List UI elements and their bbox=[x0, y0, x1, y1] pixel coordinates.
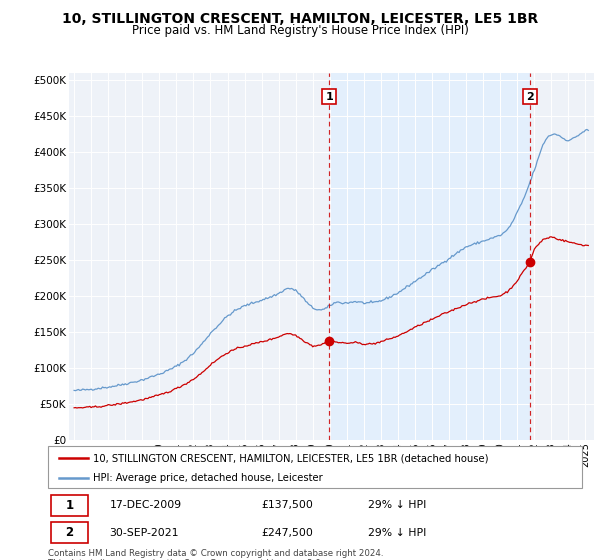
Text: 29% ↓ HPI: 29% ↓ HPI bbox=[368, 501, 427, 510]
Text: 10, STILLINGTON CRESCENT, HAMILTON, LEICESTER, LE5 1BR (detached house): 10, STILLINGTON CRESCENT, HAMILTON, LEIC… bbox=[94, 453, 489, 463]
Text: Price paid vs. HM Land Registry's House Price Index (HPI): Price paid vs. HM Land Registry's House … bbox=[131, 24, 469, 36]
Text: 17-DEC-2009: 17-DEC-2009 bbox=[109, 501, 182, 510]
Text: 29% ↓ HPI: 29% ↓ HPI bbox=[368, 528, 427, 538]
Text: 2: 2 bbox=[526, 92, 534, 102]
Text: 1: 1 bbox=[325, 92, 333, 102]
Text: 1: 1 bbox=[65, 499, 73, 512]
Bar bbox=[329, 73, 530, 440]
Text: £247,500: £247,500 bbox=[262, 528, 313, 538]
Text: HPI: Average price, detached house, Leicester: HPI: Average price, detached house, Leic… bbox=[94, 473, 323, 483]
Text: 30-SEP-2021: 30-SEP-2021 bbox=[109, 528, 179, 538]
Text: 2: 2 bbox=[65, 526, 73, 539]
FancyBboxPatch shape bbox=[50, 495, 88, 516]
Text: Contains HM Land Registry data © Crown copyright and database right 2024.
This d: Contains HM Land Registry data © Crown c… bbox=[48, 549, 383, 560]
Text: 10, STILLINGTON CRESCENT, HAMILTON, LEICESTER, LE5 1BR: 10, STILLINGTON CRESCENT, HAMILTON, LEIC… bbox=[62, 12, 538, 26]
FancyBboxPatch shape bbox=[50, 522, 88, 543]
Text: £137,500: £137,500 bbox=[262, 501, 313, 510]
